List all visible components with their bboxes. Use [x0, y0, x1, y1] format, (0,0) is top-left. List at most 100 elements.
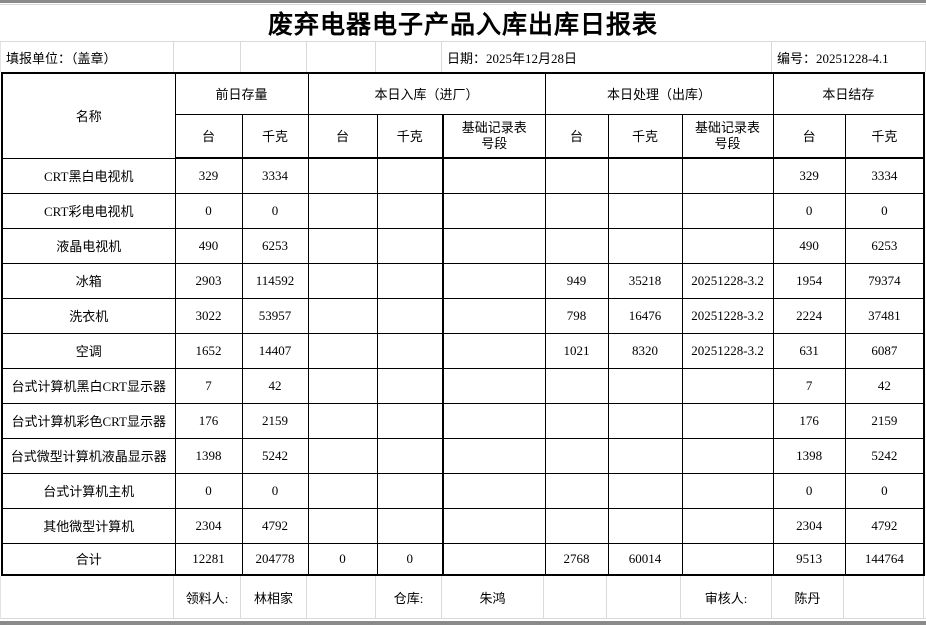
col-header-name: 名称: [1, 72, 176, 159]
table-cell: 4792: [844, 507, 925, 544]
col-group-today-inbound: 本日入库（进厂）: [307, 72, 546, 115]
table-cell: [307, 437, 378, 474]
row-name: 洗衣机: [1, 297, 176, 334]
table-cell: [442, 367, 546, 404]
table-cell: 1398: [174, 437, 243, 474]
table-cell: 16476: [607, 297, 683, 334]
table-cell: 60014: [607, 542, 683, 576]
table-cell: 114592: [241, 262, 309, 299]
table-cell: 0: [241, 192, 309, 229]
table-cell: 329: [772, 157, 846, 194]
col-header-kg: 千克: [241, 113, 309, 159]
table-cell: [442, 157, 546, 194]
window-bottom-edge: [0, 621, 926, 625]
table-cell: [376, 332, 444, 369]
table-row: 其他微型计算机 2304 4792 2304 4792: [1, 507, 925, 544]
table-row: 洗衣机 3022 53957 798 16476 20251228-3.2 2224 3748…: [1, 297, 925, 334]
window-top-edge: [0, 0, 926, 3]
table-cell: [307, 367, 378, 404]
table-cell: 0: [376, 542, 444, 576]
table-cell: 176: [772, 402, 846, 439]
table-cell: [442, 472, 546, 509]
table-cell: 5242: [241, 437, 309, 474]
table-cell: 949: [544, 262, 609, 299]
table-cell: 12281: [174, 542, 243, 576]
table-cell: [307, 227, 378, 264]
col-header-record-number-text: 基础记录表号段: [461, 119, 527, 151]
table-row: 空调 1652 14407 1021 8320 20251228-3.2 631 6087: [1, 332, 925, 369]
table-cell: 6253: [241, 227, 309, 264]
table-cell: [544, 227, 609, 264]
table-cell: 2159: [844, 402, 925, 439]
sign-empty-cell: [307, 576, 376, 618]
report-code-label: 编号：20251228-4.1: [777, 50, 889, 66]
title-row: 废弃电器电子产品入库出库日报表: [0, 5, 926, 42]
table-cell: 0: [772, 192, 846, 229]
info-empty-cell: [376, 42, 442, 72]
table-cell: [307, 507, 378, 544]
table-cell: 7: [772, 367, 846, 404]
table-cell: 6253: [844, 227, 925, 264]
table-cell: 2224: [772, 297, 846, 334]
table-cell: 0: [174, 192, 243, 229]
sign-empty-cell: [844, 576, 924, 618]
warehouse-name: 朱鸿: [442, 576, 544, 618]
table-row: 台式计算机主机 0 0 0 0: [1, 472, 925, 509]
table-cell: 0: [241, 472, 309, 509]
table-cell: 37481: [844, 297, 925, 334]
table-cell: [544, 402, 609, 439]
table-cell: [442, 192, 546, 229]
table-cell: [544, 507, 609, 544]
table-cell: [442, 437, 546, 474]
table-cell: [442, 507, 546, 544]
warehouse-label: 仓库:: [376, 576, 442, 618]
table-cell: [544, 157, 609, 194]
col-header-kg: 千克: [844, 113, 925, 159]
table-body: CRT黑白电视机 329 3334 329 3334 CRT彩电电视机 0 0 0 0 液晶电视机 4…: [1, 157, 925, 576]
table-cell: [681, 192, 774, 229]
table-cell: [307, 192, 378, 229]
table-cell: [307, 402, 378, 439]
table-cell: 631: [772, 332, 846, 369]
table-cell: [376, 402, 444, 439]
table-cell: [307, 332, 378, 369]
table-cell: 144764: [844, 542, 925, 576]
table-cell: [681, 227, 774, 264]
col-header-units: 台: [544, 113, 609, 159]
row-name: CRT彩电电视机: [1, 192, 176, 229]
header-group-row: 名称 前日存量 本日入库（进厂） 本日处理（出库） 本日结存: [1, 72, 925, 159]
col-header-units: 台: [772, 113, 846, 159]
col-group-previous-stock: 前日存量: [174, 72, 309, 115]
table-cell: 1398: [772, 437, 846, 474]
reporting-unit-label: 填报单位：（盖章）: [1, 42, 174, 72]
table-cell: [307, 297, 378, 334]
col-header-kg: 千克: [607, 113, 683, 159]
table-cell: [376, 297, 444, 334]
table-cell: 35218: [607, 262, 683, 299]
table-cell: 3334: [844, 157, 925, 194]
col-group-today-balance: 本日结存: [772, 72, 925, 115]
page-title: 废弃电器电子产品入库出库日报表: [267, 11, 658, 39]
table-cell: 1652: [174, 332, 243, 369]
table-cell: 1954: [772, 262, 846, 299]
table-cell: [544, 367, 609, 404]
table-cell: 20251228-3.2: [681, 262, 774, 299]
table-cell: 3334: [241, 157, 309, 194]
row-name: CRT黑白电视机: [1, 157, 176, 194]
table-cell: [442, 402, 546, 439]
table-row: 台式计算机彩色CRT显示器 176 2159 176 2159: [1, 402, 925, 439]
table-cell: [607, 157, 683, 194]
col-header-record-number: 基础记录表号段: [681, 113, 774, 159]
header-sub-row: 台 千克 台 千克 基础记录表号段 台 千克 基础记录表号段 台 千克: [2, 113, 925, 159]
table-cell: [607, 192, 683, 229]
table-cell: 5242: [844, 437, 925, 474]
table-cell: 0: [772, 472, 846, 509]
table-cell: [376, 157, 444, 194]
table-cell: [607, 367, 683, 404]
table-cell: [307, 472, 378, 509]
table-cell: 176: [174, 402, 243, 439]
picker-label: 领料人:: [174, 576, 241, 618]
table-cell: 53957: [241, 297, 309, 334]
row-name: 台式微型计算机液晶显示器: [1, 437, 176, 474]
table-cell: 204778: [241, 542, 309, 576]
